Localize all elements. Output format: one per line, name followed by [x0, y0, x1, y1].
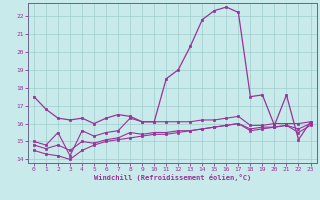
X-axis label: Windchill (Refroidissement éolien,°C): Windchill (Refroidissement éolien,°C) — [94, 174, 251, 181]
